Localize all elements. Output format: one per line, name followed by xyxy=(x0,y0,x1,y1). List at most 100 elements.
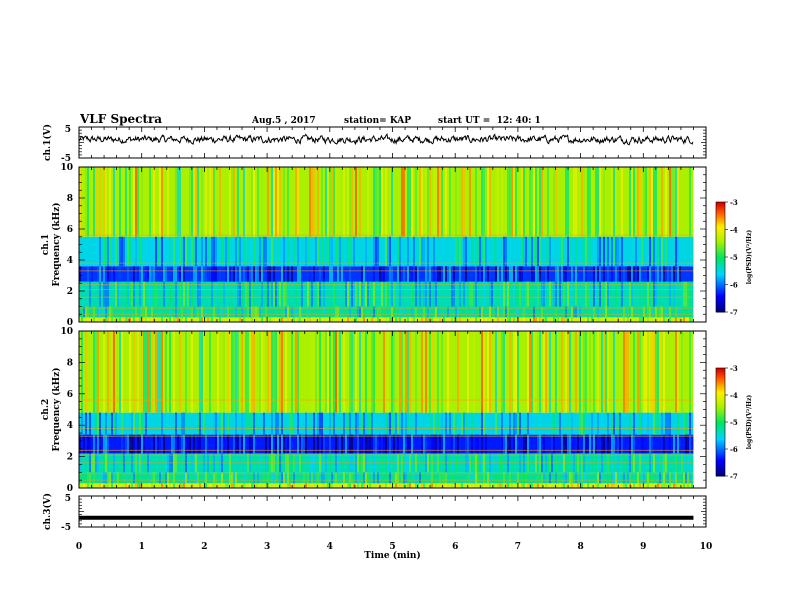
spectrogram-stripe xyxy=(129,236,131,267)
spectrogram-stripe xyxy=(595,434,597,454)
spectrogram-stripe xyxy=(311,167,313,237)
spectrogram-stripe xyxy=(187,472,189,484)
spectrogram-stripe xyxy=(529,167,531,237)
spectrogram-stripe xyxy=(151,472,153,484)
spectrogram-stripe xyxy=(339,331,341,413)
spectrogram-stripe xyxy=(615,472,617,484)
spectrogram-stripe xyxy=(459,266,461,282)
spectrogram-stripe xyxy=(513,412,515,435)
spectrogram-stripe xyxy=(271,472,273,484)
colorbar-label: log(PSD)(V²/Hz) xyxy=(746,230,753,285)
spectrogram-stripe xyxy=(351,281,353,307)
spectrogram-stripe xyxy=(179,281,181,307)
colorbar-cell xyxy=(716,396,725,400)
spectrogram-stripe xyxy=(249,167,251,237)
spectrogram-stripe xyxy=(461,412,463,435)
spectrogram-stripe xyxy=(365,472,367,484)
spectrogram-stripe xyxy=(635,317,637,322)
spectrogram-stripe xyxy=(335,434,337,454)
spectrogram-stripe xyxy=(493,236,495,267)
spectrogram-stripe xyxy=(239,236,241,267)
spectrogram-stripe xyxy=(599,236,601,267)
spectrogram-stripe xyxy=(601,236,603,267)
spectrogram-stripe xyxy=(397,412,399,435)
spectrogram-stripe xyxy=(163,236,165,267)
spectrogram-stripe xyxy=(193,266,195,282)
spectrogram-stripe xyxy=(317,167,319,237)
spectrogram-stripe xyxy=(81,331,83,413)
spectrogram-stripe xyxy=(135,472,137,484)
colorbar-cell xyxy=(716,271,725,274)
spectrogram-stripe xyxy=(639,306,641,318)
spectrogram-stripe xyxy=(221,412,223,435)
spectrogram-stripe xyxy=(633,434,635,454)
colorbar-cell xyxy=(716,258,725,262)
spectrogram-stripe xyxy=(253,472,255,484)
spectrogram-stripe xyxy=(183,483,185,488)
colorbar-cell xyxy=(716,402,725,405)
spectrogram-stripe xyxy=(261,236,263,267)
spectrogram-stripe xyxy=(557,412,559,435)
spectrogram-stripe xyxy=(277,236,279,267)
spectrogram-stripe xyxy=(203,266,205,282)
colorbar-cell xyxy=(716,203,725,207)
ch3-waveform-panel: 5-5ch.3(V) xyxy=(42,493,707,533)
spectrogram-stripe xyxy=(553,167,555,237)
spectrogram-stripe xyxy=(297,434,299,454)
spectrogram-stripe xyxy=(227,281,229,307)
spectrogram-stripe xyxy=(575,331,577,413)
spectrogram-stripe xyxy=(103,167,105,237)
spectrogram-stripe xyxy=(677,167,679,237)
spectrogram-stripe xyxy=(379,266,381,282)
xtick-label: 7 xyxy=(515,542,521,552)
spectrogram-stripe xyxy=(299,266,301,282)
spectrogram-stripe xyxy=(275,317,277,322)
spectrogram-stripe xyxy=(317,281,319,307)
spectrogram-stripe xyxy=(395,412,397,435)
colorbar-cell xyxy=(716,395,725,398)
colorbar-cell xyxy=(716,279,725,282)
spectrogram-stripe xyxy=(105,412,107,435)
spectrogram-stripe xyxy=(253,236,255,267)
spectrogram-stripe xyxy=(637,472,639,484)
spectrogram-stripe xyxy=(585,236,587,267)
spectrogram-stripe xyxy=(569,167,571,237)
spectrogram-stripe xyxy=(593,412,595,435)
spectrogram-stripe xyxy=(197,434,199,454)
spectrogram-stripe xyxy=(189,167,191,237)
spectrogram-stripe xyxy=(575,167,577,237)
spectrogram-stripe xyxy=(641,331,643,413)
spectrogram-stripe xyxy=(629,167,631,237)
spectrogram-stripe xyxy=(567,434,569,454)
colorbar-cell xyxy=(716,310,725,313)
spectrogram-stripe xyxy=(567,236,569,267)
spectrogram-stripe xyxy=(555,281,557,307)
spectrogram-stripe xyxy=(615,317,617,322)
spectrogram-stripe xyxy=(649,306,651,318)
spectrogram-stripe xyxy=(123,317,125,322)
spectrogram-stripe xyxy=(369,483,371,488)
spectrogram-stripe xyxy=(529,483,531,488)
spectrogram-stripe xyxy=(225,483,227,488)
spectrogram-stripe xyxy=(333,236,335,267)
spectrogram-stripe xyxy=(303,472,305,484)
spectrogram-stripe xyxy=(363,266,365,282)
spectrogram-stripe xyxy=(321,167,323,237)
spectrogram-stripe xyxy=(233,167,235,237)
spectrogram-stripe xyxy=(407,167,409,237)
colorbar-cell xyxy=(716,280,725,284)
colorbar-cell xyxy=(716,454,725,457)
spectrogram-stripe xyxy=(269,167,271,237)
spectrogram-stripe xyxy=(235,412,237,435)
spectrogram-stripe xyxy=(327,281,329,307)
spectrogram-stripe xyxy=(383,331,385,413)
colorbar-cell xyxy=(716,257,725,260)
spectrogram-stripe xyxy=(527,317,529,322)
spectrogram-stripe xyxy=(441,483,443,488)
colorbar-cell xyxy=(716,427,725,430)
spectrogram-stripe xyxy=(373,236,375,267)
spectrogram-stripe xyxy=(539,236,541,267)
spectrogram-stripe xyxy=(541,472,543,484)
spectrogram-stripe xyxy=(463,483,465,488)
spectrogram-stripe xyxy=(271,281,273,307)
